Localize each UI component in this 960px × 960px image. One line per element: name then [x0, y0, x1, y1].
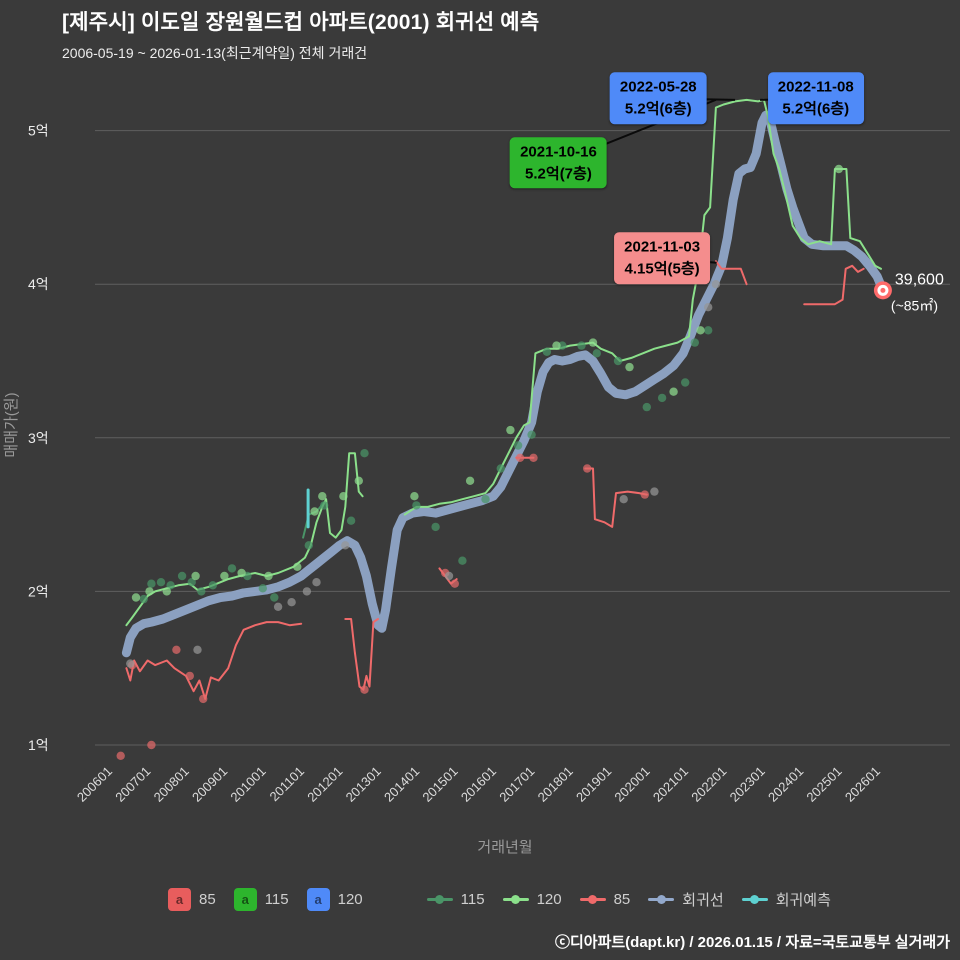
y-axis-label: 매매가(원): [3, 392, 20, 457]
prediction-area-label: (~85㎡): [891, 297, 938, 313]
annotation-2022-05-28[interactable]: 2022-05-28 5.2억(6층): [609, 72, 707, 125]
svg-text:202501: 202501: [803, 764, 844, 805]
svg-text:3억: 3억: [28, 430, 49, 446]
x-axis-label: 거래년월: [477, 839, 532, 856]
annotation-2022-11-08[interactable]: 2022-11-08 5.2억(6층): [767, 72, 864, 125]
legend-label: 115: [460, 891, 485, 908]
legend-series-85[interactable]: 85: [579, 891, 631, 908]
svg-text:201901: 201901: [573, 764, 614, 805]
legend-type-85[interactable]: a 85: [168, 888, 216, 911]
svg-text:200601: 200601: [74, 764, 115, 805]
prediction-value-label: 39,600: [895, 271, 944, 288]
footer-credit: ⓒ디아파트(dapt.kr) / 2026.01.15 / 자료=국토교통부 실…: [554, 934, 950, 951]
legend-series-115[interactable]: 115: [426, 891, 485, 908]
y-axis-ticks: 1억 2억 3억 4억 5억: [28, 123, 49, 753]
svg-text:201301: 201301: [343, 764, 384, 805]
svg-text:202201: 202201: [688, 764, 729, 805]
svg-text:202101: 202101: [650, 764, 691, 805]
annotation-price: 5.2억(6층): [624, 100, 692, 118]
legend-label: 회귀선: [682, 892, 724, 909]
swatch-letter: a: [314, 892, 322, 907]
svg-text:201501: 201501: [419, 764, 460, 805]
legend-label: 85: [613, 891, 631, 908]
annotation-2021-10-16[interactable]: 2021-10-16 5.2억(7층): [510, 137, 607, 189]
x-axis-ticks: 2006012007012008012009012010012011012012…: [74, 764, 883, 805]
svg-text:201801: 201801: [535, 764, 576, 805]
legend-swatch-115: a: [233, 888, 257, 911]
svg-text:201101: 201101: [267, 764, 308, 805]
svg-text:5억: 5억: [28, 123, 49, 139]
annotation-date: 2021-11-03: [624, 238, 701, 256]
legend-series-forecast[interactable]: 회귀예측: [741, 889, 831, 910]
svg-text:200701: 200701: [112, 764, 153, 805]
chart-legend: a 85 a 115 a 120 115 120 85 회귀선: [168, 888, 831, 911]
annotation-date: 2021-10-16: [520, 143, 597, 161]
scatter-points: [116, 164, 843, 760]
swatch-letter: a: [175, 892, 184, 907]
annotation-date: 2022-05-28: [619, 78, 697, 96]
svg-text:201701: 201701: [496, 764, 537, 805]
page-title: [제주시] 이도일 장원월드컵 아파트(2001) 회귀선 예측: [62, 11, 540, 34]
forecast-marker-icon: [741, 895, 768, 904]
svg-text:201201: 201201: [304, 764, 345, 805]
svg-text:202601: 202601: [842, 764, 883, 805]
regression-marker-icon: [648, 895, 675, 904]
chart-header: [제주시] 이도일 장원월드컵 아파트(2001) 회귀선 예측 2006-05…: [62, 6, 539, 63]
svg-text:4억: 4억: [28, 276, 49, 292]
svg-text:202001: 202001: [611, 764, 652, 805]
svg-text:202301: 202301: [727, 764, 768, 805]
legend-type-115[interactable]: a 115: [233, 888, 289, 911]
page-subtitle: 2006-05-19 ~ 2026-01-13(최근계약일) 전체 거래건: [62, 45, 368, 61]
prediction-end-marker: [873, 281, 892, 300]
legend-label: 회귀예측: [775, 892, 831, 909]
svg-text:2억: 2억: [28, 583, 49, 599]
legend-swatch-85: a: [168, 888, 191, 911]
annotation-2021-11-03[interactable]: 2021-11-03 4.15억(5층): [614, 232, 711, 284]
legend-label: 115: [264, 891, 289, 908]
svg-text:201601: 201601: [458, 764, 499, 805]
legend-series-regression[interactable]: 회귀선: [648, 889, 724, 910]
legend-label: 120: [536, 891, 562, 908]
legend-label: 85: [199, 891, 216, 908]
svg-text:200801: 200801: [151, 764, 192, 805]
annotation-price: 4.15억(5층): [624, 260, 700, 278]
swatch-letter: a: [241, 892, 249, 907]
series-85-marker-icon: [579, 895, 606, 904]
svg-text:201401: 201401: [381, 764, 422, 805]
series-lines: [121, 98, 888, 700]
legend-label: 120: [337, 891, 363, 908]
legend-type-120[interactable]: a 120: [306, 888, 363, 911]
series-115-marker-icon: [426, 895, 453, 904]
legend-series-120[interactable]: 120: [502, 891, 562, 908]
svg-text:1억: 1억: [28, 737, 49, 753]
svg-text:200901: 200901: [189, 764, 230, 805]
annotation-date: 2022-11-08: [777, 78, 854, 96]
svg-text:202401: 202401: [765, 764, 806, 805]
annotation-price: 5.2억(7층): [525, 164, 592, 182]
svg-text:201001: 201001: [227, 764, 268, 805]
legend-swatch-120: a: [306, 888, 330, 911]
annotation-price: 5.2억(6층): [782, 100, 850, 118]
series-120-marker-icon: [502, 895, 529, 904]
